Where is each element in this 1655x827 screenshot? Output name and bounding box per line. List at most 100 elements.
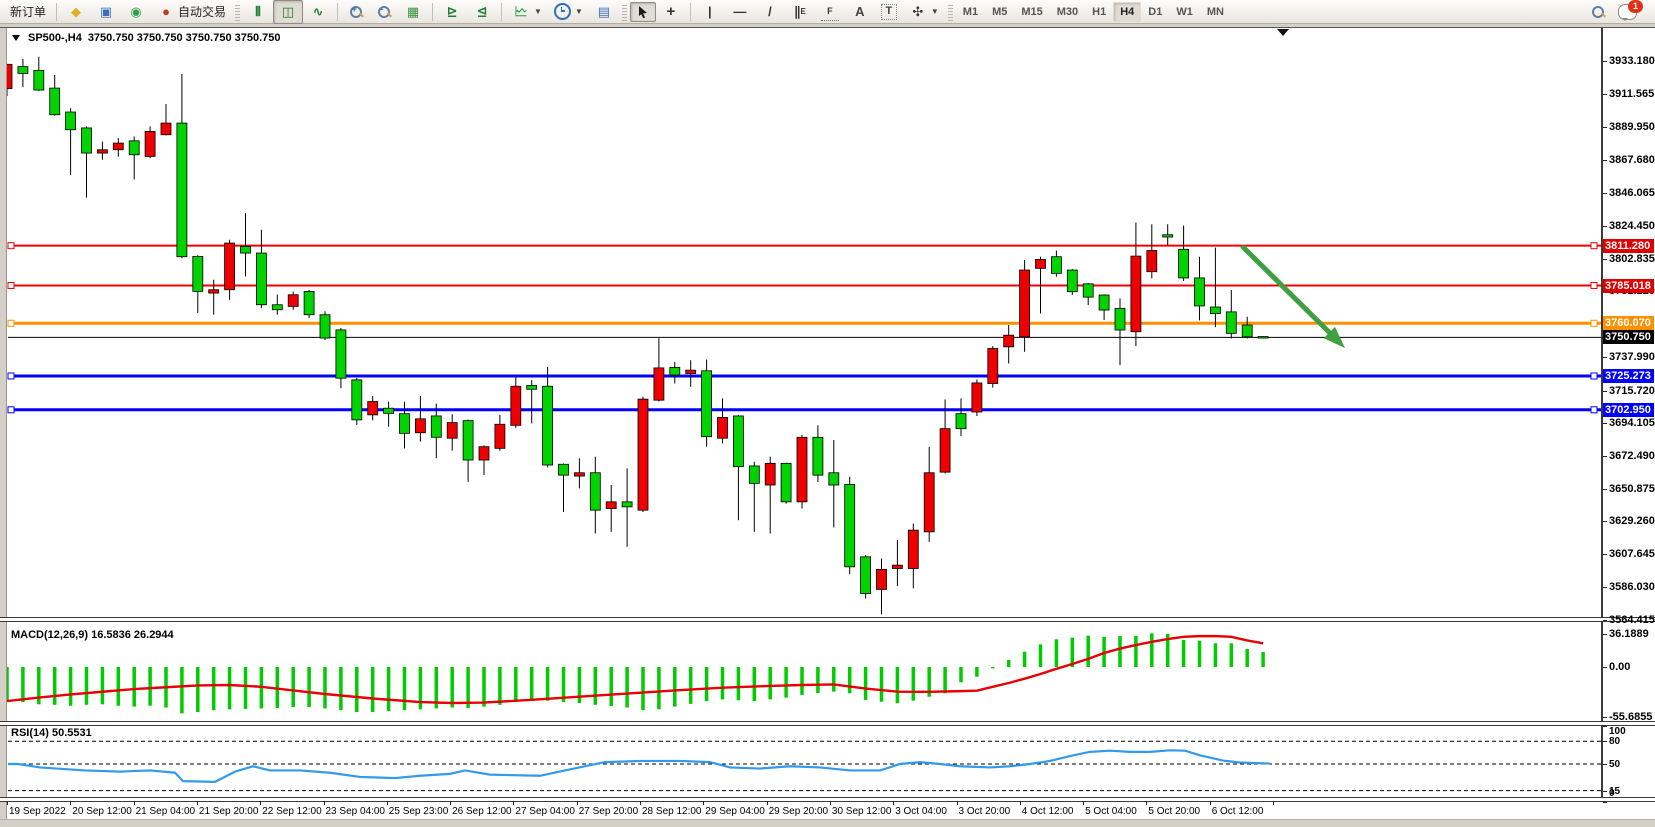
timeframe-button-w1[interactable]: W1 [1176, 5, 1193, 18]
zoom-in-button[interactable]: + [342, 1, 370, 23]
candle-body [208, 289, 220, 294]
candle-body [701, 370, 712, 438]
rsi-axis-tick [1603, 802, 1607, 803]
candle-body [1066, 269, 1078, 293]
price-axis-label: 3933.180 [1609, 55, 1655, 67]
notification-badge: 1 [1628, 0, 1643, 13]
price-axis-tick [1603, 586, 1607, 588]
timeframe-button-m5[interactable]: M5 [992, 5, 1008, 18]
hline-tool-button[interactable]: — [725, 0, 755, 24]
text-tool-button[interactable]: A [845, 0, 875, 24]
time-axis-tick [576, 801, 578, 805]
candle-body [1051, 256, 1062, 274]
tile-windows-button[interactable]: ▦ [398, 0, 428, 24]
timeframe-button-m30[interactable]: M30 [1056, 5, 1079, 18]
rsi-axis-label: 100 [1609, 726, 1626, 737]
chevron-down-icon[interactable] [12, 35, 20, 45]
chart-shift-marker-icon[interactable] [1277, 29, 1289, 42]
chart-window[interactable] [6, 28, 1603, 801]
terminal-button[interactable]: ▣ [91, 0, 121, 24]
trendline-tool-button[interactable]: / [755, 0, 785, 24]
line-chart-mode-button[interactable]: ∿ [303, 0, 333, 24]
candle-body [542, 385, 553, 466]
macd-axis-label: 0.00 [1609, 661, 1631, 673]
price-badge: 3702.950 [1603, 402, 1654, 417]
toolbar-separator [432, 2, 434, 21]
radio-signal-icon: ◉ [130, 3, 142, 19]
panel-separator-rsi-timeaxis[interactable] [0, 797, 1655, 802]
candle-body [224, 242, 236, 291]
candle-body [1019, 269, 1030, 338]
price-axis-tick [1603, 619, 1607, 621]
chart-title: SP500-,H4 3750.750 3750.750 3750.750 375… [12, 31, 281, 45]
crosshair-tool-button[interactable]: + [656, 0, 686, 24]
candle-body [987, 348, 999, 384]
time-axis-label: 5 Oct 20:00 [1148, 806, 1201, 817]
auto-scroll-icon: ⊵ [446, 3, 458, 19]
new-order-button[interactable]: 新订单 [4, 0, 52, 23]
time-axis-tick [513, 801, 515, 805]
cursor-tool-button[interactable] [629, 1, 656, 22]
timeframe-button-d1[interactable]: D1 [1148, 5, 1163, 18]
vline-tool-button[interactable]: | [695, 0, 725, 24]
main-price-chart[interactable] [7, 28, 1601, 617]
periods-button[interactable]: ▼ [548, 0, 589, 23]
indicators-button[interactable]: 🗠 ▼ [506, 0, 548, 24]
candle-body [1114, 307, 1126, 331]
time-axis-tick [766, 801, 768, 805]
time-axis-tick [703, 801, 705, 805]
price-axis-label: 3737.990 [1609, 350, 1655, 363]
candle-body [510, 385, 522, 426]
level-handle [7, 281, 15, 289]
candle-body [796, 436, 808, 503]
timeframe-button-m15[interactable]: M15 [1021, 5, 1043, 18]
templates-button[interactable]: ▤ [589, 0, 619, 24]
candle-body [812, 436, 824, 476]
signals-button[interactable]: ◉ [121, 0, 151, 24]
auto-scroll-button[interactable]: ⊵ [437, 0, 467, 24]
candle-body [176, 122, 188, 258]
candle-body [1241, 324, 1253, 338]
vertical-line-icon: | [708, 3, 712, 19]
timeframe-button-h1[interactable]: H1 [1092, 5, 1107, 18]
candle-body [860, 556, 871, 594]
tile-windows-icon: ▦ [406, 3, 420, 19]
candle-body [1194, 277, 1205, 307]
macd-indicator-panel[interactable] [7, 621, 1601, 717]
bar-chart-mode-button[interactable]: ⫴ [243, 0, 273, 24]
zoom-out-button[interactable]: - [370, 1, 398, 23]
channel-tool-button[interactable]: ∥ E [785, 0, 815, 24]
text-label-icon: T [880, 3, 897, 20]
notifications-button[interactable]: 1 [1612, 0, 1643, 23]
level-handle [7, 406, 15, 414]
timeframe-button-h4[interactable]: H4 [1113, 1, 1142, 22]
price-axis-label: 3824.450 [1609, 219, 1655, 232]
price-axis-tick [1603, 126, 1607, 128]
candle-body [844, 484, 856, 568]
search-button[interactable] [1584, 1, 1612, 23]
panel-separator-macd-rsi[interactable] [0, 721, 1655, 726]
time-axis-label: 29 Sep 20:00 [768, 806, 829, 817]
arrows-tool-button[interactable]: ✣ ▼ [903, 0, 945, 24]
price-axis-label: 3715.720 [1609, 384, 1655, 397]
new-order-label: 新订单 [10, 5, 47, 19]
rsi-indicator-panel[interactable] [7, 725, 1601, 797]
fibonacci-tool-button[interactable]: F [815, 0, 845, 24]
timeframe-button-mn[interactable]: MN [1206, 5, 1224, 18]
text-label-tool-button[interactable]: T [875, 1, 903, 23]
chart-shift-button[interactable]: ⊴ [467, 0, 497, 24]
rsi-label: RSI(14) 50.5531 [11, 727, 92, 739]
fibonacci-icon: F [820, 2, 839, 21]
profiles-button[interactable]: ◆ [61, 0, 91, 24]
timeframe-button-m1[interactable]: M1 [962, 5, 979, 18]
price-axis-label: 3650.875 [1609, 482, 1655, 495]
window-left-edge [0, 28, 7, 819]
macd-axis-tick [1603, 634, 1607, 636]
candle-body [1098, 294, 1110, 311]
candle-body [828, 472, 840, 486]
candle-body [1035, 259, 1046, 269]
candlestick-mode-button[interactable]: ◫ [273, 0, 304, 24]
time-axis-label: 3 Oct 04:00 [895, 806, 947, 817]
panel-separator-main-macd[interactable] [0, 617, 1655, 622]
autotrading-button[interactable]: ● 自动交易 [151, 0, 232, 24]
